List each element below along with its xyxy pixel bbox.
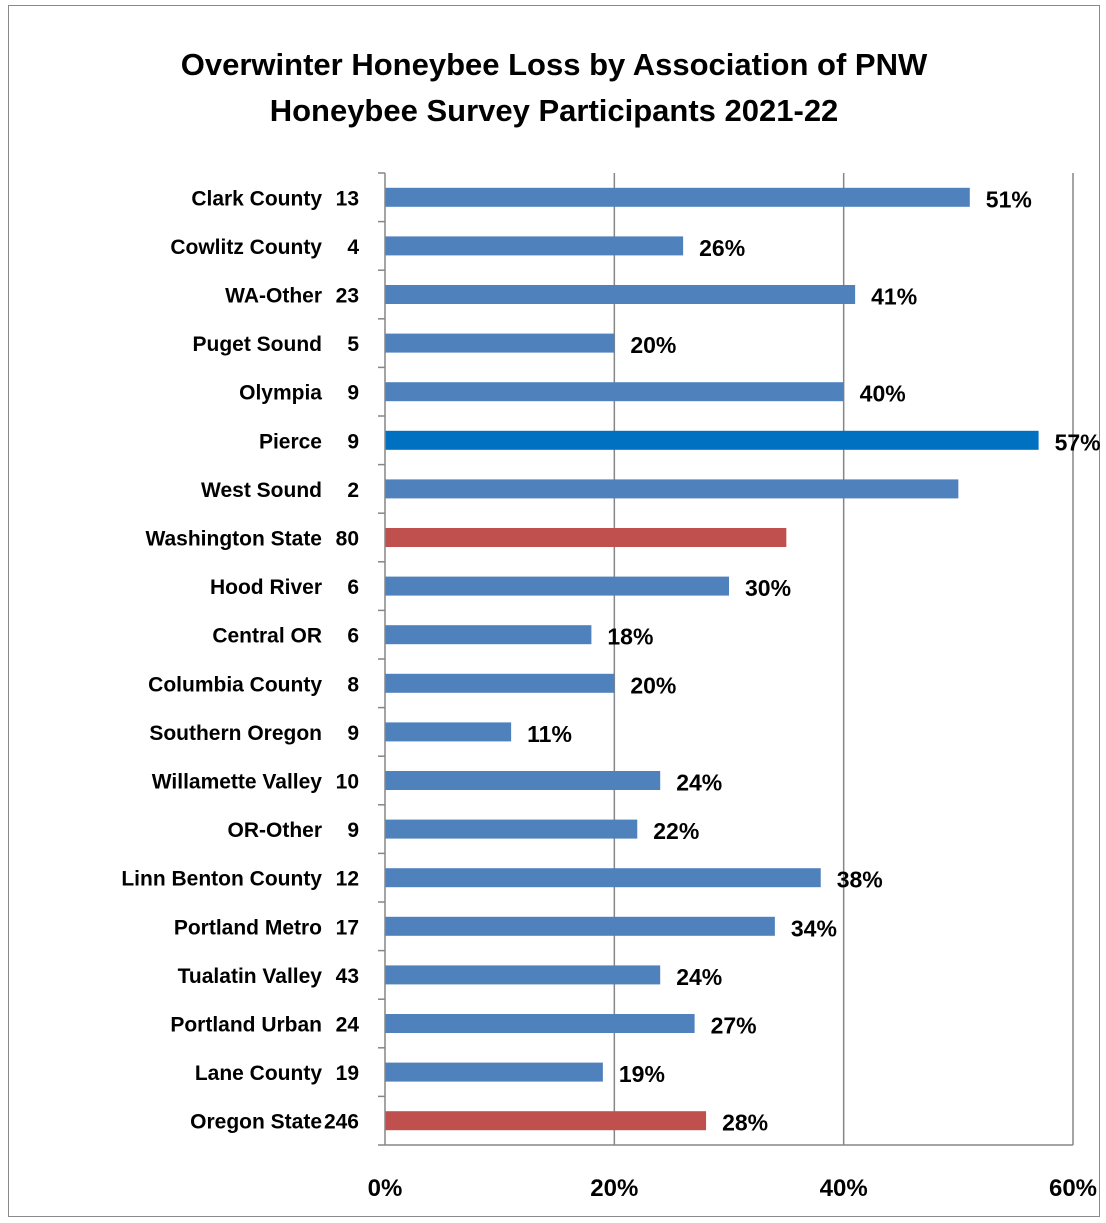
category-label-10: Columbia County	[148, 673, 322, 696]
data-label-15: 34%	[791, 915, 837, 941]
bar-1	[385, 236, 684, 256]
count-label-13: 9	[347, 819, 359, 842]
count-label-1: 4	[347, 236, 359, 259]
data-label-5: 57%	[1055, 429, 1101, 455]
category-label-8: Hood River	[210, 576, 322, 599]
count-label-17: 24	[336, 1014, 360, 1037]
category-label-11: Southern Oregon	[149, 722, 322, 745]
data-label-9: 18%	[607, 624, 653, 650]
bar-18	[385, 1062, 603, 1082]
data-label-14: 38%	[837, 867, 883, 893]
data-label-11: 11%	[527, 721, 572, 747]
bar-12	[385, 771, 661, 790]
data-label-19: 28%	[722, 1110, 768, 1136]
x-tick-label-3: 60%	[1049, 1175, 1097, 1202]
count-label-16: 43	[336, 965, 359, 988]
bar-5	[385, 430, 1039, 450]
x-tick-label-1: 20%	[590, 1175, 638, 1202]
data-label-12: 24%	[676, 770, 722, 796]
category-label-7: Washington State	[145, 528, 322, 551]
chart-title: Overwinter Honeybee Loss by Association …	[8, 42, 1100, 134]
bar-7	[385, 528, 787, 547]
category-label-1: Cowlitz County	[170, 236, 322, 259]
data-label-2: 41%	[871, 284, 917, 310]
count-label-7: 80	[336, 528, 359, 551]
data-label-4: 40%	[860, 381, 906, 407]
category-label-3: Puget Sound	[193, 333, 323, 356]
bar-3	[385, 333, 615, 353]
category-label-12: Willamette Valley	[152, 771, 323, 794]
data-label-17: 27%	[711, 1013, 757, 1039]
bar-6	[385, 479, 959, 499]
count-label-6: 2	[347, 479, 359, 502]
bar-4	[385, 382, 844, 402]
category-label-19: Oregon State	[190, 1111, 322, 1134]
category-label-9: Central OR	[212, 625, 322, 648]
category-label-14: Linn Benton County	[121, 868, 322, 891]
category-label-16: Tualatin Valley	[178, 965, 323, 988]
bar-14	[385, 868, 821, 888]
count-label-14: 12	[336, 868, 359, 891]
bar-2	[385, 285, 856, 304]
count-label-5: 9	[347, 430, 359, 453]
bar-15	[385, 916, 775, 936]
category-label-4: Olympia	[239, 382, 322, 405]
category-label-17: Portland Urban	[170, 1014, 322, 1037]
category-label-13: OR-Other	[228, 819, 323, 842]
data-label-13: 22%	[653, 818, 699, 844]
count-label-9: 6	[347, 625, 359, 648]
count-label-2: 23	[336, 285, 359, 308]
count-label-15: 17	[336, 916, 359, 939]
count-label-18: 19	[336, 1062, 359, 1085]
bar-19	[385, 1111, 707, 1131]
data-label-10: 20%	[630, 672, 676, 698]
count-label-10: 8	[347, 673, 359, 696]
count-label-12: 10	[336, 771, 359, 794]
x-tick-label-2: 40%	[820, 1175, 868, 1202]
bar-16	[385, 965, 661, 985]
x-tick-label-0: 0%	[368, 1175, 403, 1202]
category-label-5: Pierce	[259, 430, 322, 453]
count-label-11: 9	[347, 722, 359, 745]
bar-8	[385, 576, 729, 596]
category-label-15: Portland Metro	[174, 916, 322, 939]
count-label-4: 9	[347, 382, 359, 405]
category-label-18: Lane County	[195, 1062, 322, 1085]
category-label-6: West Sound	[201, 479, 322, 502]
data-label-3: 20%	[630, 332, 676, 358]
data-label-18: 19%	[619, 1061, 665, 1087]
bar-9	[385, 625, 592, 645]
bar-17	[385, 1014, 695, 1033]
bar-11	[385, 722, 512, 742]
bar-10	[385, 673, 615, 693]
category-label-0: Clark County	[191, 187, 322, 210]
count-label-3: 5	[347, 333, 359, 356]
data-label-16: 24%	[676, 964, 722, 990]
data-label-1: 26%	[699, 235, 745, 261]
count-label-8: 6	[347, 576, 359, 599]
data-label-8: 30%	[745, 575, 791, 601]
bar-0	[385, 187, 970, 207]
count-label-19: 246	[324, 1111, 359, 1134]
count-label-0: 13	[336, 187, 359, 210]
chart-title-line-2: Honeybee Survey Participants 2021-22	[269, 93, 839, 128]
category-label-2: WA-Other	[225, 285, 322, 308]
data-label-0: 51%	[986, 186, 1032, 212]
bar-13	[385, 819, 638, 839]
chart-title-line-1: Overwinter Honeybee Loss by Association …	[180, 47, 928, 82]
